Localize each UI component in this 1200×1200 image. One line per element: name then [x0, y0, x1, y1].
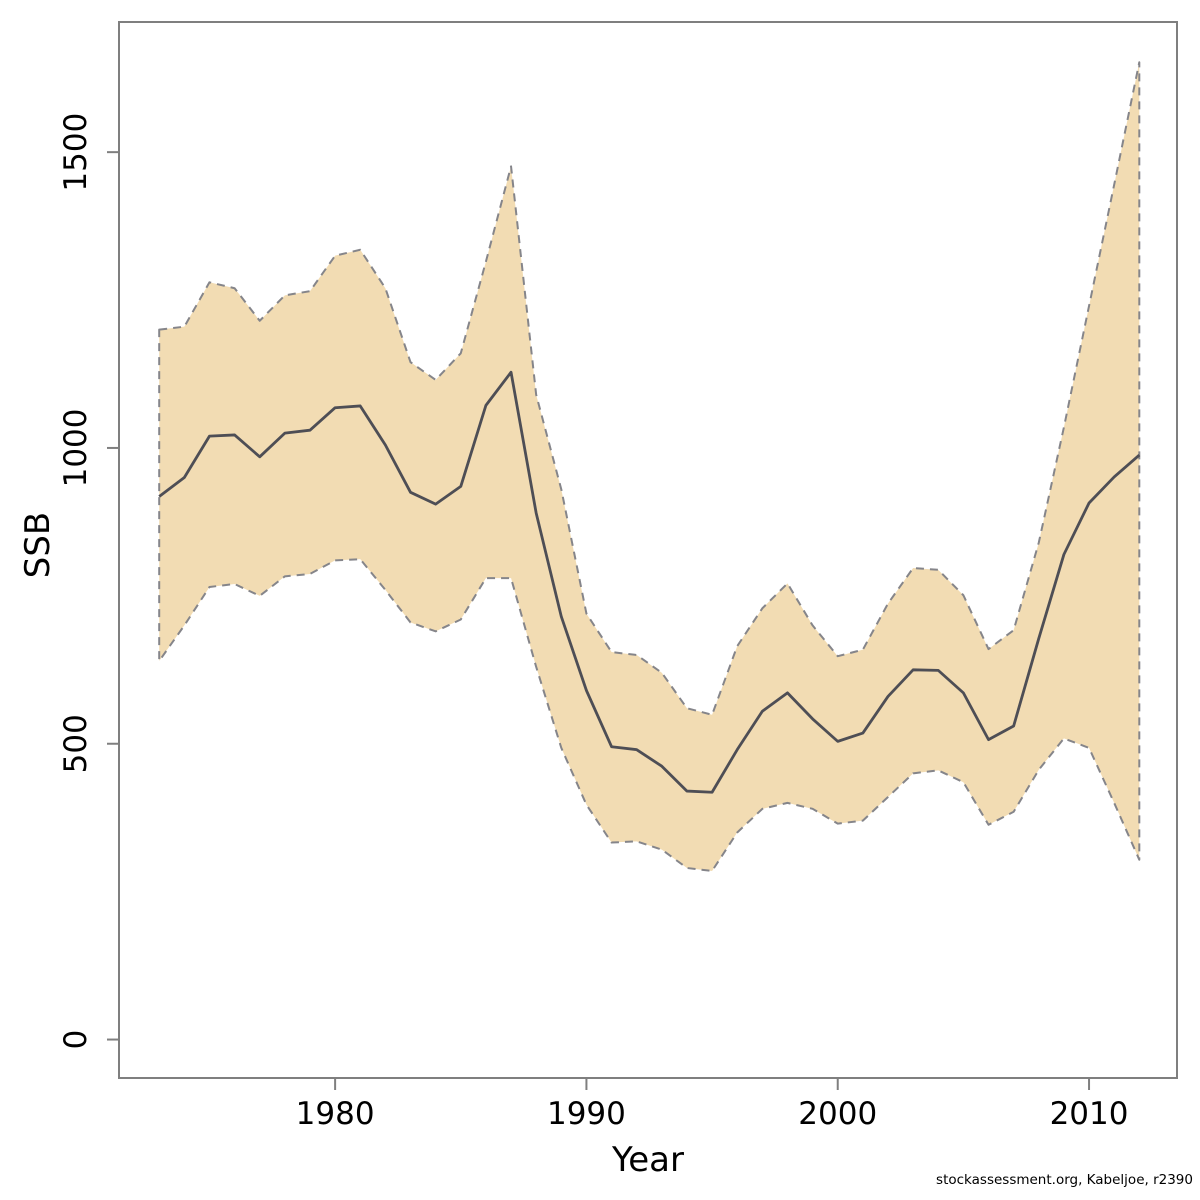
- x-tick-label: 1990: [547, 1096, 626, 1132]
- x-tick-label: 2000: [798, 1096, 877, 1132]
- y-tick-label: 500: [58, 714, 94, 773]
- plot-box: [118, 21, 1178, 1079]
- x-tick-label: 1980: [296, 1096, 375, 1132]
- confidence-band: [158, 61, 1141, 872]
- x-axis-title: Year: [612, 1140, 684, 1180]
- y-tick-label: 1000: [58, 408, 94, 487]
- y-tick-label: 0: [58, 1030, 94, 1050]
- y-axis-title: SSB: [18, 511, 58, 579]
- ssb-estimate-line: [158, 370, 1141, 794]
- x-tick-label: 2010: [1050, 1096, 1129, 1132]
- y-tick-label: 1500: [58, 113, 94, 192]
- footer-credit: stockassessment.org, Kabeljoe, r2390: [936, 1172, 1193, 1188]
